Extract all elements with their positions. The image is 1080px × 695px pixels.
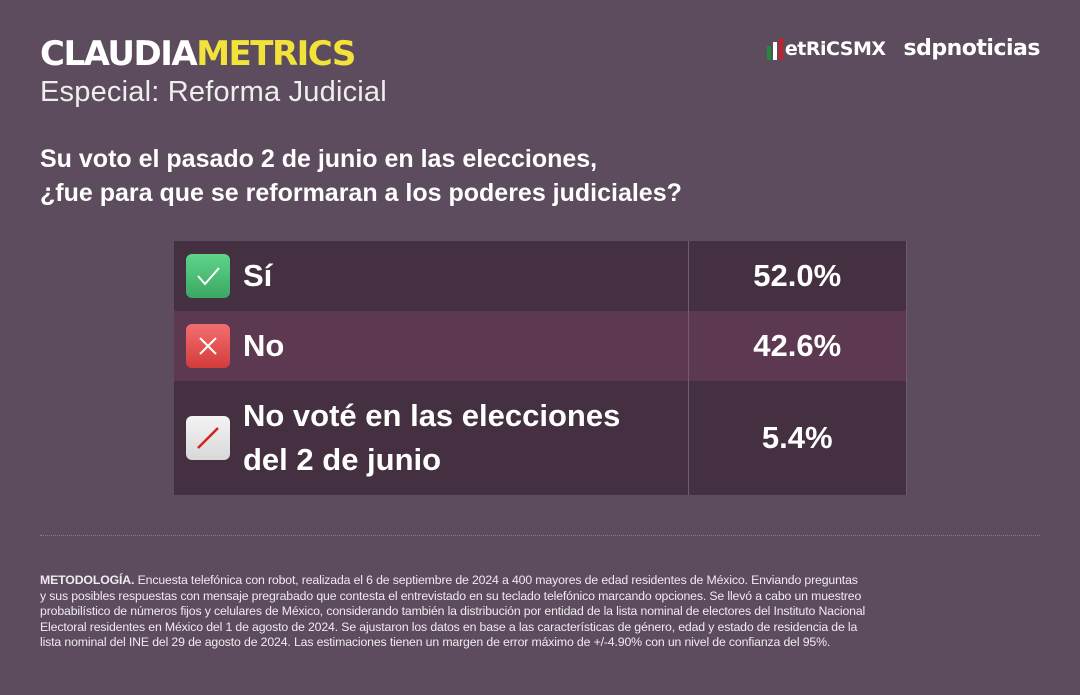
partner-logos: etRiCSMX sdpnoticias — [766, 36, 1041, 61]
question-line2: ¿fue para que se reformaran a los podere… — [40, 179, 682, 207]
methodology-line: Encuesta telefónica con robot, realizada… — [137, 573, 858, 587]
brand-part2: METRICS — [196, 34, 356, 74]
answer-label-line2: del 2 de junio — [243, 442, 442, 477]
methodology-line: lista nominal del INE del 29 de agosto d… — [40, 635, 831, 650]
x-icon — [186, 324, 230, 368]
methodology-line: Electoral residentes en México del 1 de … — [40, 619, 858, 634]
table-row: No 42.6% — [174, 311, 907, 381]
flag-bars-icon — [766, 37, 783, 60]
methodology: METODOLOGÍA. Encuesta telefónica con rob… — [40, 573, 1040, 651]
answer-label: Sí — [243, 258, 273, 293]
brand-part1: CLAUDIA — [40, 34, 198, 74]
question: Su voto el pasado 2 de junio en las elec… — [40, 142, 682, 210]
divider — [40, 535, 1040, 536]
metricsmx-logo: etRiCSMX — [766, 37, 886, 60]
sdpnoticias-logo: sdpnoticias — [903, 36, 1041, 61]
metricsmx-logo-text: etRiCSMX — [784, 37, 886, 60]
methodology-line: y sus posibles respuestas con mensaje pr… — [40, 588, 862, 603]
answer-label-line1: No voté en las elecciones — [243, 398, 621, 433]
check-icon — [186, 254, 230, 298]
answer-label: No — [243, 328, 285, 363]
answer-value: 42.6% — [688, 311, 907, 381]
results-table: Sí 52.0% No 42.6% No voté en las eleccio… — [174, 241, 907, 495]
brand-title: CLAUDIAMETRICS — [40, 34, 356, 74]
table-row: Sí 52.0% — [174, 241, 907, 311]
methodology-line: probabilístico de números fijos y celula… — [40, 604, 866, 619]
table-row: No voté en las elecciones del 2 de junio … — [174, 381, 907, 495]
slash-icon — [186, 416, 230, 460]
answer-label: No voté en las elecciones del 2 de junio — [243, 394, 620, 482]
answer-value: 52.0% — [688, 241, 907, 311]
subtitle: Especial: Reforma Judicial — [40, 76, 387, 108]
question-line1: Su voto el pasado 2 de junio en las elec… — [40, 145, 598, 173]
answer-value: 5.4% — [688, 381, 907, 495]
methodology-title: METODOLOGÍA. — [40, 573, 135, 587]
